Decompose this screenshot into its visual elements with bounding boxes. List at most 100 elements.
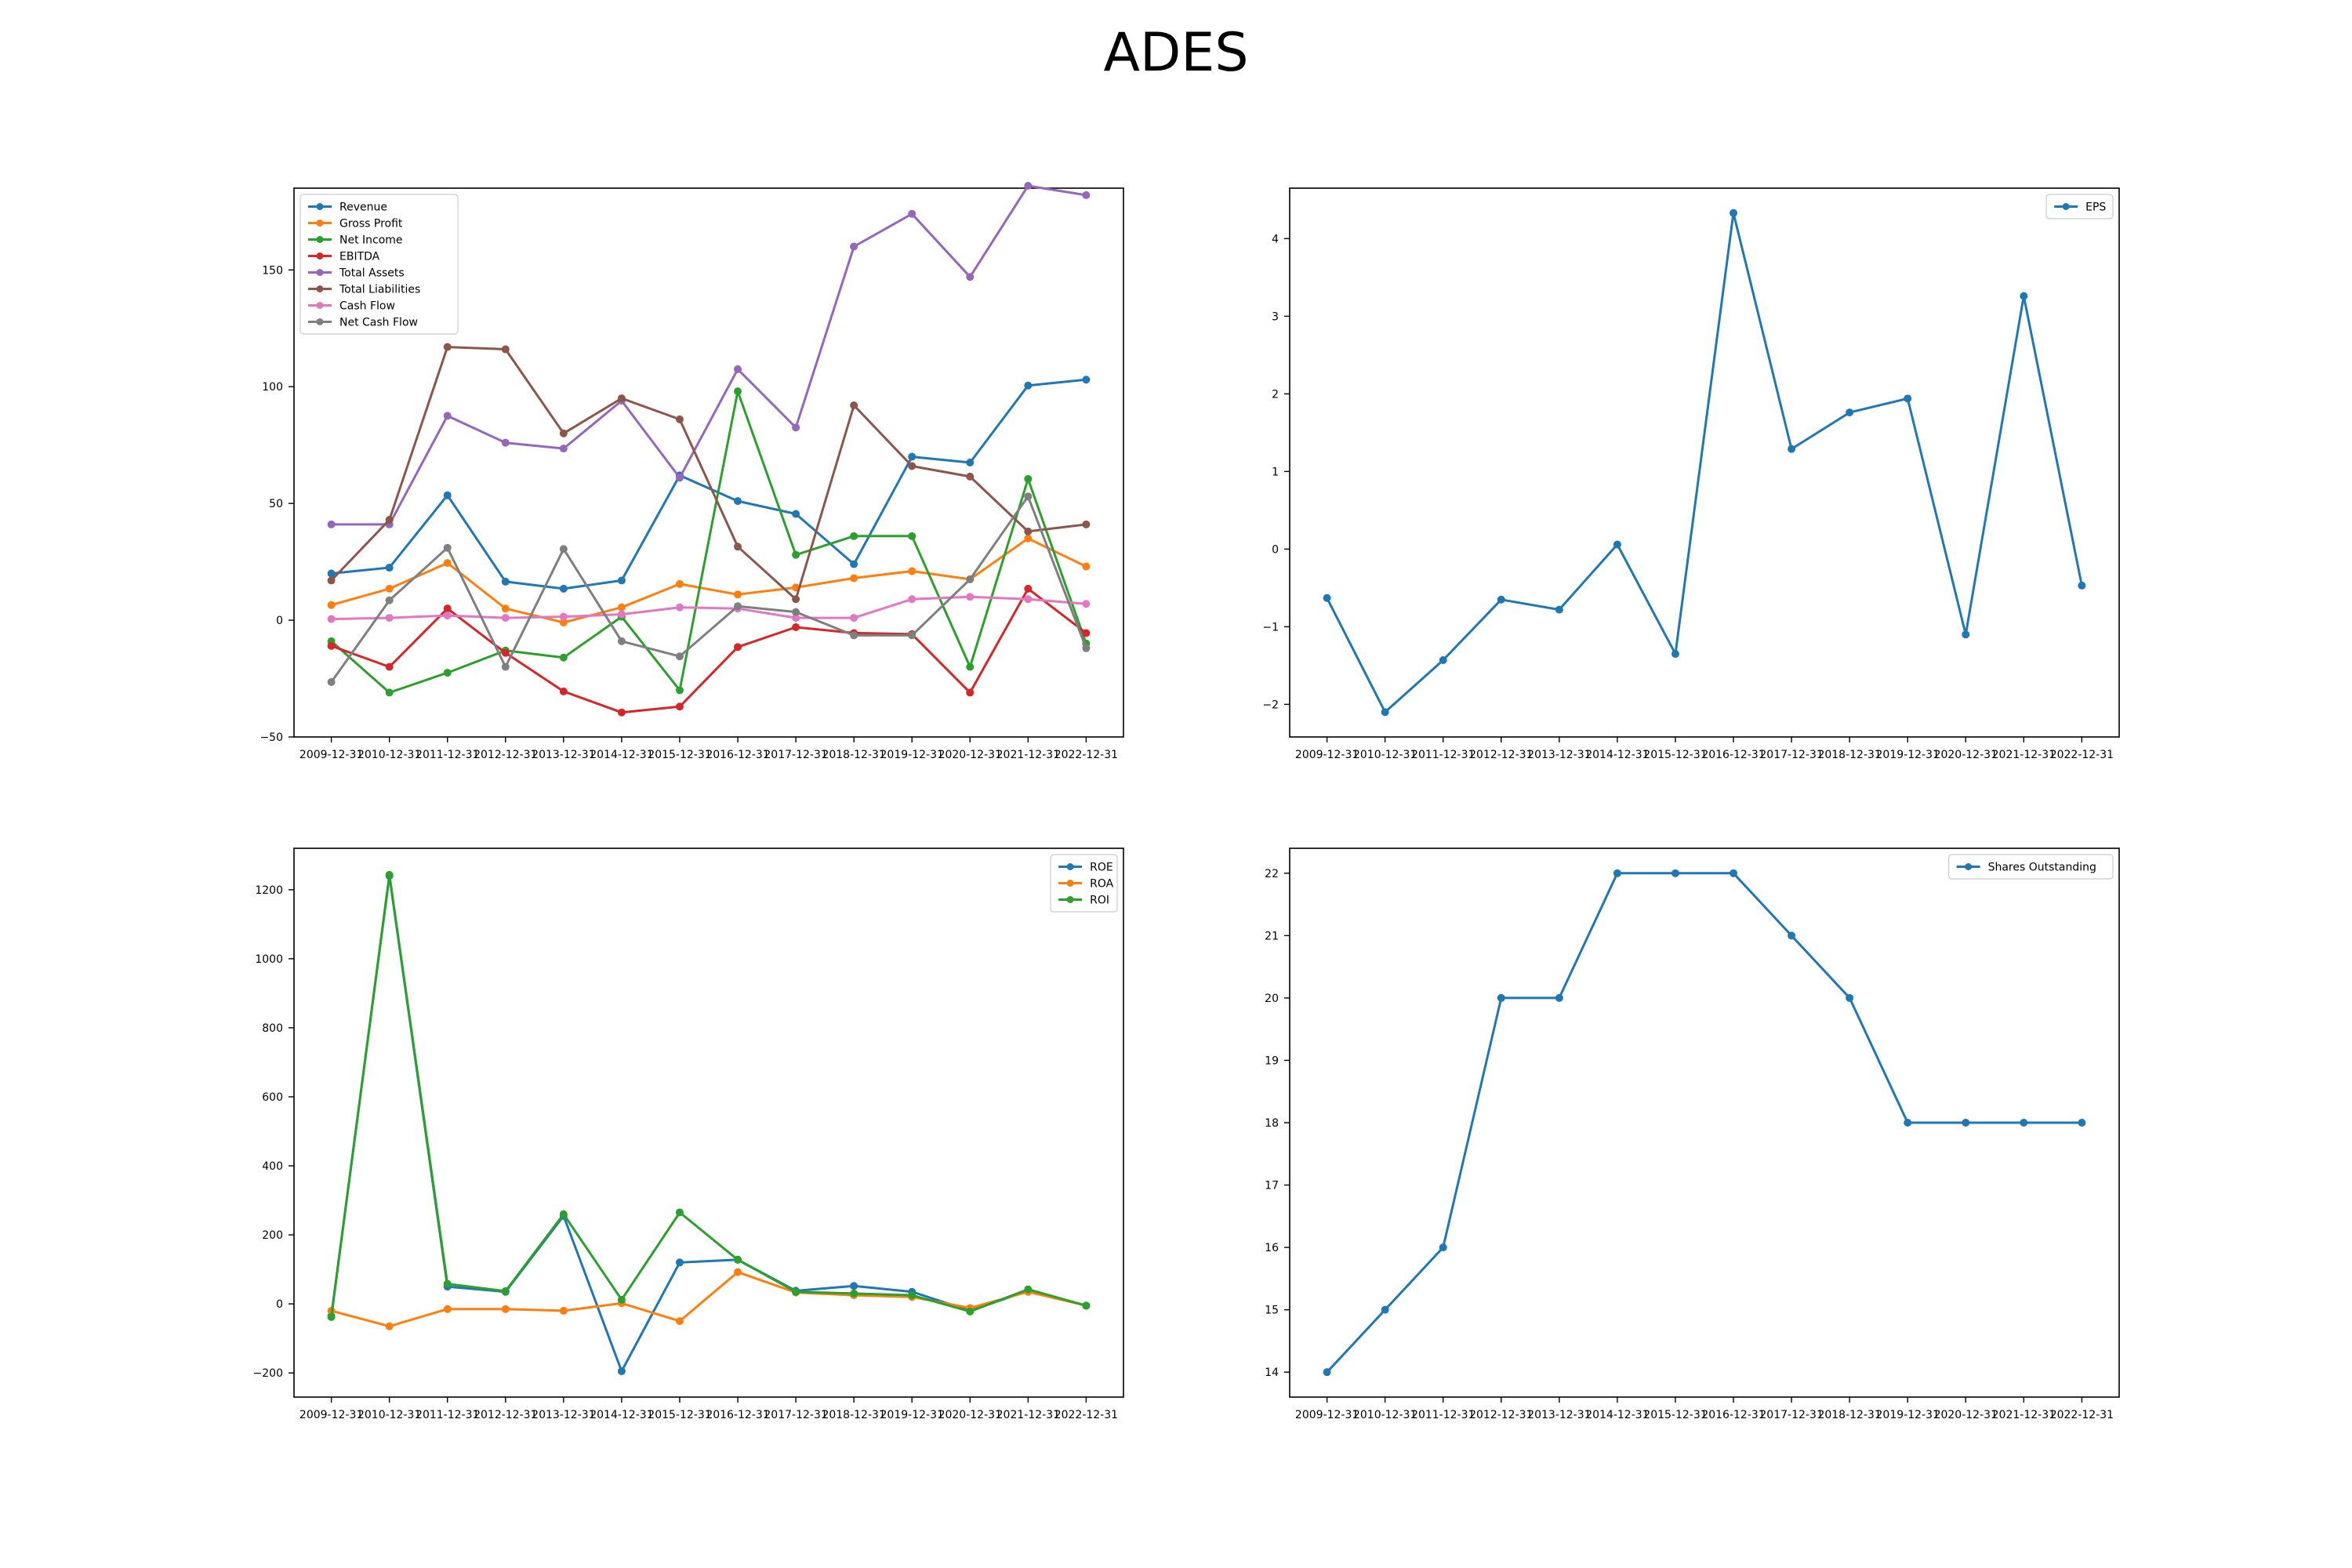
axes-frame [293,187,1124,738]
data-point [734,543,742,551]
x-tick-label: 2013-12-31 [532,1409,595,1421]
legend-marker [316,285,324,292]
axes-frame [293,848,1124,1398]
data-point [1024,381,1033,390]
legend-box [1050,854,1118,913]
data-point [559,653,568,662]
data-point [443,343,452,351]
x-tick-label: 2014-12-31 [1585,749,1649,761]
data-point [327,678,336,686]
data-point [675,1258,684,1267]
data-point [617,603,626,612]
data-point [443,604,452,613]
series-eps [1323,209,2086,717]
x-tick-label: 2019-12-31 [1876,1409,1940,1421]
legend-label: Net Income [339,234,403,247]
data-point [385,614,394,622]
x-tick-label: 2020-12-31 [1934,749,1998,761]
y-tick-label: −1 [1262,621,1279,633]
x-tick-label: 2016-12-31 [706,749,769,761]
series-line [1326,872,2082,1374]
data-point [675,702,684,711]
data-point [1555,605,1563,614]
data-point [1024,527,1033,535]
data-point [792,1287,800,1296]
data-point [1024,1285,1033,1294]
x-tick-label: 2015-12-31 [1643,749,1707,761]
data-point [2078,581,2086,590]
data-point [1962,630,1970,639]
x-tick-label: 2013-12-31 [1527,1409,1591,1421]
legend-label: ROI [1090,895,1109,907]
data-point [327,615,336,623]
data-point [617,637,626,645]
data-point [327,1312,336,1321]
data-point [501,1305,510,1313]
data-point [734,387,742,396]
data-point [559,584,568,593]
x-tick-label: 2011-12-31 [1411,1409,1475,1421]
x-tick-label: 2011-12-31 [416,1409,479,1421]
x-tick-label: 2022-12-31 [1054,749,1118,761]
x-tick-label: 2012-12-31 [1469,1409,1533,1421]
data-point [850,242,858,251]
data-point [385,1322,394,1330]
data-point [792,623,800,631]
series-line [331,184,1087,526]
data-point [443,491,452,499]
data-point [2078,1119,2086,1127]
x-tick-label: 2018-12-31 [1817,1409,1881,1421]
legend-marker [316,302,324,309]
y-tick-label: 18 [1265,1117,1279,1130]
x-tick-label: 2017-12-31 [1759,1409,1823,1421]
data-point [1024,534,1033,543]
legend-label: Total Liabilities [339,284,420,296]
data-point [1497,595,1505,604]
x-tick-label: 2012-12-31 [474,749,537,761]
legend-box [2045,194,2114,220]
data-point [443,559,452,568]
data-point [1082,1301,1091,1310]
x-tick-label: 2016-12-31 [706,1409,769,1421]
data-point [675,652,684,661]
data-point [1497,993,1505,1002]
data-point [1082,629,1091,637]
data-point [850,1289,858,1298]
x-tick-label: 2011-12-31 [1411,749,1475,761]
x-tick-label: 2009-12-31 [1295,749,1359,761]
data-point [617,1367,626,1375]
legend-marker [1066,880,1074,887]
figure-title: ADES [1103,22,1248,84]
data-point [792,614,800,622]
data-point [1024,182,1033,191]
data-point [675,686,684,695]
x-tick-label: 2016-12-31 [1701,1409,1765,1421]
data-point [675,603,684,612]
data-point [1439,655,1447,664]
data-point [1381,1305,1389,1314]
x-tick-label: 2020-12-31 [938,1409,1002,1421]
data-point [675,1208,684,1217]
data-point [850,574,858,583]
y-tick-label: 200 [262,1229,283,1242]
data-point [675,579,684,588]
series-net-cash-flow [327,492,1091,686]
x-tick-label: 2013-12-31 [1527,749,1591,761]
legend-label: Gross Profit [339,218,403,230]
data-point [1082,600,1091,608]
x-tick-label: 2014-12-31 [1585,1409,1649,1421]
series-line [330,346,1087,601]
data-point [792,595,800,604]
data-point [443,412,452,420]
data-point [1381,708,1389,717]
data-point [443,1279,452,1288]
x-tick-label: 2015-12-31 [1643,1409,1707,1421]
data-point [1082,562,1091,571]
data-point [1730,869,1738,877]
legend-marker [2062,203,2070,210]
data-point [385,564,394,572]
data-point [1788,931,1796,940]
legend-marker [1965,863,1973,870]
data-point [966,273,975,281]
y-tick-label: 1000 [255,953,283,966]
